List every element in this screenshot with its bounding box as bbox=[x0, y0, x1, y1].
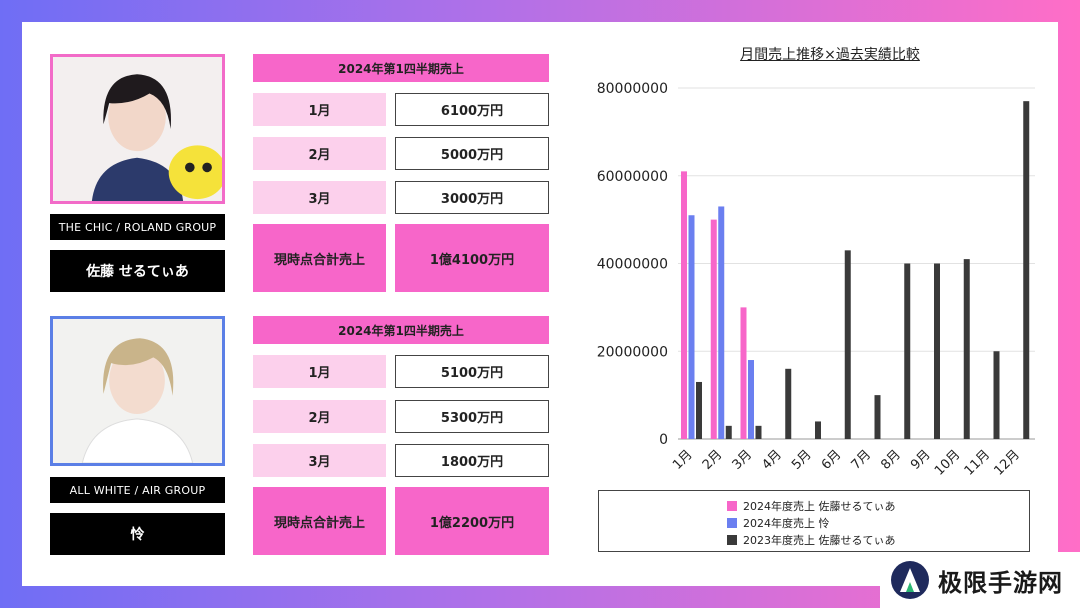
x-tick-label-11: 11月 bbox=[962, 447, 993, 478]
y-tick-label-3: 60000000 bbox=[597, 169, 668, 185]
bar-s1-2 bbox=[710, 219, 717, 439]
month-label-1-3: 3月 bbox=[253, 181, 386, 214]
total-value-2: 1億2200万円 bbox=[395, 487, 549, 555]
person-photo-illustration bbox=[53, 319, 222, 463]
legend-label-3: 2023年度売上 佐藤せるてぃあ bbox=[743, 533, 896, 547]
x-tick-label-6: 6月 bbox=[819, 447, 845, 473]
month-value-1-2: 5000万円 bbox=[395, 137, 549, 170]
name-label-2: 怜 bbox=[50, 513, 225, 555]
bar-s2-3 bbox=[748, 360, 754, 439]
x-tick-label-2: 2月 bbox=[700, 447, 726, 473]
legend-label-1: 2024年度売上 佐藤せるてぃあ bbox=[743, 499, 896, 513]
bar-s1-1 bbox=[681, 171, 687, 440]
sales-bar-chart: 0 20000000 40000000 60000000 80000000 1月 2月 3月 4… bbox=[597, 81, 1035, 479]
bar-s3-1 bbox=[696, 381, 702, 439]
y-tick-label-4: 80000000 bbox=[597, 81, 668, 97]
month-label-2-1: 1月 bbox=[253, 355, 386, 388]
total-value-1: 1億4100万円 bbox=[395, 224, 549, 292]
bar-s3-3 bbox=[755, 425, 762, 439]
chart-title: 月間売上推移×過去実績比較 bbox=[740, 47, 920, 63]
x-tick-label-9: 9月 bbox=[908, 447, 934, 473]
legend-item-2: 2024年度売上 怜 bbox=[727, 514, 1029, 531]
month-value-1-3: 3000万円 bbox=[395, 181, 549, 214]
bar-s3-9 bbox=[934, 263, 940, 439]
x-tick-label-4: 4月 bbox=[759, 447, 785, 473]
bar-s2-1 bbox=[688, 215, 695, 439]
quarter-header-1: 2024年第1四半期売上 bbox=[253, 54, 549, 82]
total-label-1: 現時点合計売上 bbox=[253, 224, 386, 292]
person-photo-illustration bbox=[53, 57, 222, 201]
total-label-2: 現時点合計売上 bbox=[253, 487, 386, 555]
month-value-2-3: 1800万円 bbox=[395, 444, 549, 477]
legend-label-2: 2024年度売上 怜 bbox=[743, 516, 830, 530]
x-tick-label-8: 8月 bbox=[878, 447, 904, 473]
site-watermark: 极限手游网 bbox=[880, 552, 1080, 608]
y-tick-label-0: 0 bbox=[659, 432, 668, 448]
profile-photo-1 bbox=[50, 54, 225, 204]
month-label-2-2: 2月 bbox=[253, 400, 386, 433]
legend-item-1: 2024年度売上 佐藤せるてぃあ bbox=[727, 497, 1029, 514]
bar-s3-10 bbox=[963, 259, 970, 439]
bar-s3-5 bbox=[815, 421, 821, 439]
month-label-1-2: 2月 bbox=[253, 137, 386, 170]
y-tick-label-2: 40000000 bbox=[597, 257, 668, 273]
watermark-text: 极限手游网 bbox=[938, 568, 1063, 597]
month-value-2-2: 5300万円 bbox=[395, 400, 549, 433]
month-value-1-1: 6100万円 bbox=[395, 93, 549, 126]
bar-s2-2 bbox=[718, 206, 725, 439]
bar-s3-12 bbox=[1023, 101, 1030, 439]
y-tick-label-1: 20000000 bbox=[597, 344, 668, 360]
x-tick-label-12: 12月 bbox=[991, 447, 1022, 478]
month-label-1-1: 1月 bbox=[253, 93, 386, 126]
group-label-1: THE CHIC / ROLAND GROUP bbox=[50, 214, 225, 240]
profile-photo-2 bbox=[50, 316, 225, 466]
x-tick-label-10: 10月 bbox=[932, 447, 963, 478]
quarter-header-2: 2024年第1四半期売上 bbox=[253, 316, 549, 344]
legend-item-3: 2023年度売上 佐藤せるてぃあ bbox=[727, 531, 1029, 548]
site-logo-icon bbox=[891, 561, 929, 599]
bar-s3-4 bbox=[785, 368, 792, 439]
legend-swatch-3 bbox=[727, 534, 737, 545]
month-label-2-3: 3月 bbox=[253, 444, 386, 477]
bar-s3-2 bbox=[725, 425, 732, 439]
chart-legend: 2024年度売上 佐藤せるてぃあ 2024年度売上 怜 2023年度売上 佐藤せ… bbox=[598, 490, 1030, 552]
legend-swatch-2 bbox=[727, 517, 737, 528]
x-tick-label-7: 7月 bbox=[849, 447, 875, 473]
name-label-1: 佐藤 せるてぃあ bbox=[50, 250, 225, 292]
legend-swatch-1 bbox=[727, 500, 737, 511]
bar-s3-6 bbox=[844, 250, 851, 439]
bar-s3-8 bbox=[904, 263, 911, 439]
x-tick-label-1: 1月 bbox=[670, 447, 696, 473]
bar-s3-11 bbox=[993, 351, 1000, 439]
x-tick-label-5: 5月 bbox=[789, 447, 815, 473]
bar-s3-7 bbox=[874, 395, 881, 439]
x-tick-label-3: 3月 bbox=[730, 447, 756, 473]
bar-s1-3 bbox=[740, 307, 747, 439]
month-value-2-1: 5100万円 bbox=[395, 355, 549, 388]
group-label-2: ALL WHITE / AIR GROUP bbox=[50, 477, 225, 503]
